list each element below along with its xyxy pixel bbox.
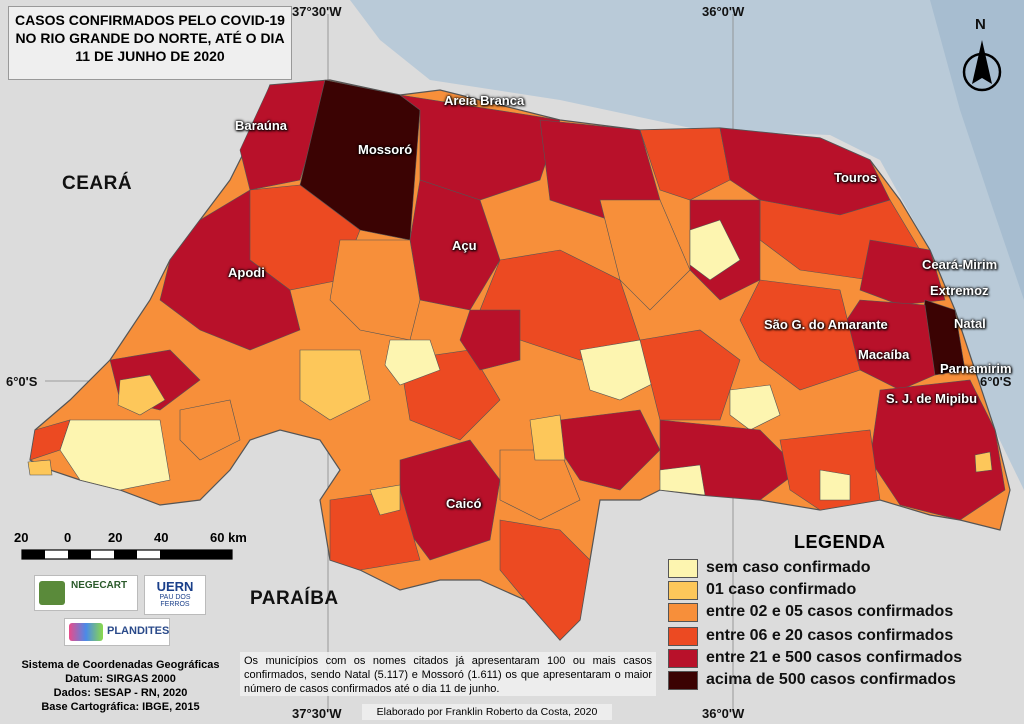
legend-label: entre 21 e 500 casos confirmados bbox=[706, 649, 963, 666]
city-label-ceara-mirim: Ceará-Mirim bbox=[922, 257, 998, 272]
sea-area bbox=[330, 0, 1024, 490]
city-label-caico: Caicó bbox=[446, 496, 482, 511]
legend-label: entre 06 e 20 casos confirmados bbox=[706, 627, 954, 644]
municipality-region bbox=[529, 414, 566, 461]
municipality-region bbox=[819, 469, 851, 501]
scale-tick-60: 60 km bbox=[210, 530, 247, 545]
legend-item: entre 06 e 20 casos confirmados bbox=[668, 626, 953, 646]
municipality-region bbox=[689, 219, 741, 281]
plandites-logo: PLANDITES bbox=[64, 618, 170, 646]
municipality-region bbox=[369, 484, 401, 516]
coord-left-lat: 6°0'S bbox=[6, 374, 38, 389]
legend-item: entre 02 e 05 casos confirmados bbox=[668, 602, 953, 622]
north-label: N bbox=[975, 16, 986, 33]
municipality-region bbox=[599, 199, 691, 311]
legend-label: acima de 500 casos confirmados bbox=[706, 671, 956, 688]
city-label-barauna: Baraúna bbox=[235, 118, 288, 133]
legend-item: entre 21 e 500 casos confirmados bbox=[668, 648, 962, 668]
north-arrow-icon bbox=[962, 40, 1002, 92]
coord-right-lat: 6°0'S bbox=[980, 374, 1012, 389]
neighbor-ceara: CEARÁ bbox=[62, 173, 133, 194]
municipality-region bbox=[384, 339, 441, 386]
scale-tick-20: 20 bbox=[108, 530, 123, 545]
municipality-region bbox=[639, 329, 741, 421]
cartographic-base: Base Cartográfica: IBGE, 2015 bbox=[41, 701, 200, 713]
municipality-region bbox=[579, 339, 661, 401]
coord-top-right: 36°0'W bbox=[702, 4, 745, 19]
city-label-natal: Natal bbox=[954, 316, 986, 331]
municipality-region bbox=[29, 419, 71, 461]
title-line-3: 11 DE JUNHO DE 2020 bbox=[75, 48, 225, 64]
legend-swatch bbox=[668, 602, 698, 622]
municipality-ceara-mirim bbox=[859, 239, 946, 306]
city-label-apodi: Apodi bbox=[228, 265, 265, 280]
municipality-region bbox=[779, 429, 881, 511]
city-label-extremoz: Extremoz bbox=[930, 283, 989, 298]
legend-item: acima de 500 casos confirmados bbox=[668, 670, 956, 690]
city-label-touros: Touros bbox=[834, 170, 878, 185]
legend-swatch bbox=[668, 558, 698, 578]
datum: Datum: SIRGAS 2000 bbox=[65, 673, 176, 685]
coord-bottom-left: 37°30'W bbox=[292, 706, 342, 721]
municipality-region bbox=[739, 279, 861, 391]
municipality-region bbox=[117, 374, 166, 416]
data-source: Dados: SESAP - RN, 2020 bbox=[53, 687, 188, 699]
negecart-logo: NEGECART bbox=[34, 575, 138, 611]
municipality-region bbox=[239, 79, 331, 191]
author-credit: Elaborado por Franklin Roberto da Costa,… bbox=[362, 704, 612, 720]
map-metadata: Sistema de Coordenadas Geográficas Datum… bbox=[8, 658, 233, 714]
map-title: CASOS CONFIRMADOS PELO COVID-19 NO RIO G… bbox=[8, 6, 292, 80]
scale-tick-20-left: 20 bbox=[14, 530, 29, 545]
city-label-sjmipibu: S. J. de Mipibu bbox=[886, 391, 978, 406]
legend-item: sem caso confirmado bbox=[668, 558, 871, 578]
municipality-region bbox=[179, 399, 241, 461]
municipality-region bbox=[659, 464, 706, 496]
legend-swatch bbox=[668, 648, 698, 668]
coord-system: Sistema de Coordenadas Geográficas bbox=[21, 659, 220, 671]
legend: LEGENDA sem caso confirmado 01 caso conf… bbox=[668, 530, 1018, 690]
city-label-sao-goncalo: São G. do Amarante bbox=[764, 317, 888, 332]
legend-label: 01 caso confirmado bbox=[706, 581, 857, 598]
neighbor-paraiba: PARAÍBA bbox=[250, 588, 339, 609]
legend-label: sem caso confirmado bbox=[706, 559, 871, 576]
legend-label: entre 02 e 05 casos confirmados bbox=[706, 603, 954, 620]
coord-bottom-right: 36°0'W bbox=[702, 706, 745, 721]
legend-swatch bbox=[668, 670, 698, 690]
city-label-acu: Açu bbox=[452, 238, 477, 253]
note-text: Os municípios com os nomes citados já ap… bbox=[240, 652, 656, 696]
city-label-mossoro: Mossoró bbox=[358, 142, 413, 157]
municipality-region bbox=[499, 519, 591, 641]
scale-tick-0: 0 bbox=[64, 530, 72, 545]
title-line-1: CASOS CONFIRMADOS PELO COVID-19 bbox=[15, 12, 285, 28]
legend-item: 01 caso confirmado bbox=[668, 580, 856, 600]
municipality-region bbox=[27, 459, 53, 476]
legend-swatch bbox=[668, 626, 698, 646]
city-label-macaiba: Macaíba bbox=[858, 347, 910, 362]
municipality-region bbox=[459, 309, 521, 371]
municipality-region bbox=[299, 349, 371, 421]
title-line-2: NO RIO GRANDE DO NORTE, ATÉ O DIA bbox=[15, 30, 285, 46]
scale-bar bbox=[21, 549, 233, 560]
municipality-region bbox=[974, 451, 993, 473]
city-label-areia-branca: Areia Branca bbox=[444, 93, 525, 108]
scale-tick-40: 40 bbox=[154, 530, 169, 545]
uern-logo: UERN PAU DOS FERROS bbox=[144, 575, 206, 615]
coord-top-left: 37°30'W bbox=[292, 4, 342, 19]
municipality-apodi bbox=[159, 189, 301, 351]
municipality-region bbox=[729, 384, 781, 431]
municipality-region bbox=[639, 127, 731, 201]
legend-title: LEGENDA bbox=[794, 532, 886, 552]
city-label-parnamirim: Parnamirim bbox=[940, 361, 1012, 376]
legend-swatch bbox=[668, 580, 698, 600]
